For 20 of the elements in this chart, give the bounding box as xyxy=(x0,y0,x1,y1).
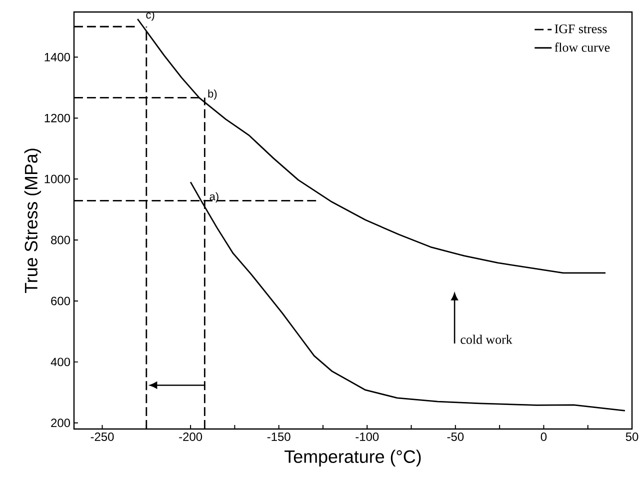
y-tick-label: 400 xyxy=(50,358,70,366)
x-tick-label: -150 xyxy=(267,432,290,441)
x-tick-label: -100 xyxy=(356,432,379,441)
x-axis-title: Temperature (°C) xyxy=(284,450,421,467)
annotation: cold work xyxy=(460,334,512,344)
y-axis-title: True Stress (MPa) xyxy=(24,148,42,293)
y-tick-label: 200 xyxy=(51,418,70,428)
x-tick-label: 0 xyxy=(540,432,547,441)
legend-label: flow curve xyxy=(554,42,610,52)
legend-label: IGF stress xyxy=(554,24,607,34)
y-tick-label: 600 xyxy=(51,296,70,306)
annotation: b) xyxy=(208,90,217,100)
x-tick-label: -200 xyxy=(179,432,202,441)
y-tick-label: 800 xyxy=(51,236,70,244)
y-tick-label: 1000 xyxy=(44,174,70,184)
x-tick-label: 50 xyxy=(626,432,638,441)
y-tick-label: 1400 xyxy=(44,52,70,62)
x-tick-label: -50 xyxy=(447,432,464,441)
y-tick-label: 1200 xyxy=(44,114,70,122)
x-tick-label: -250 xyxy=(90,432,114,441)
